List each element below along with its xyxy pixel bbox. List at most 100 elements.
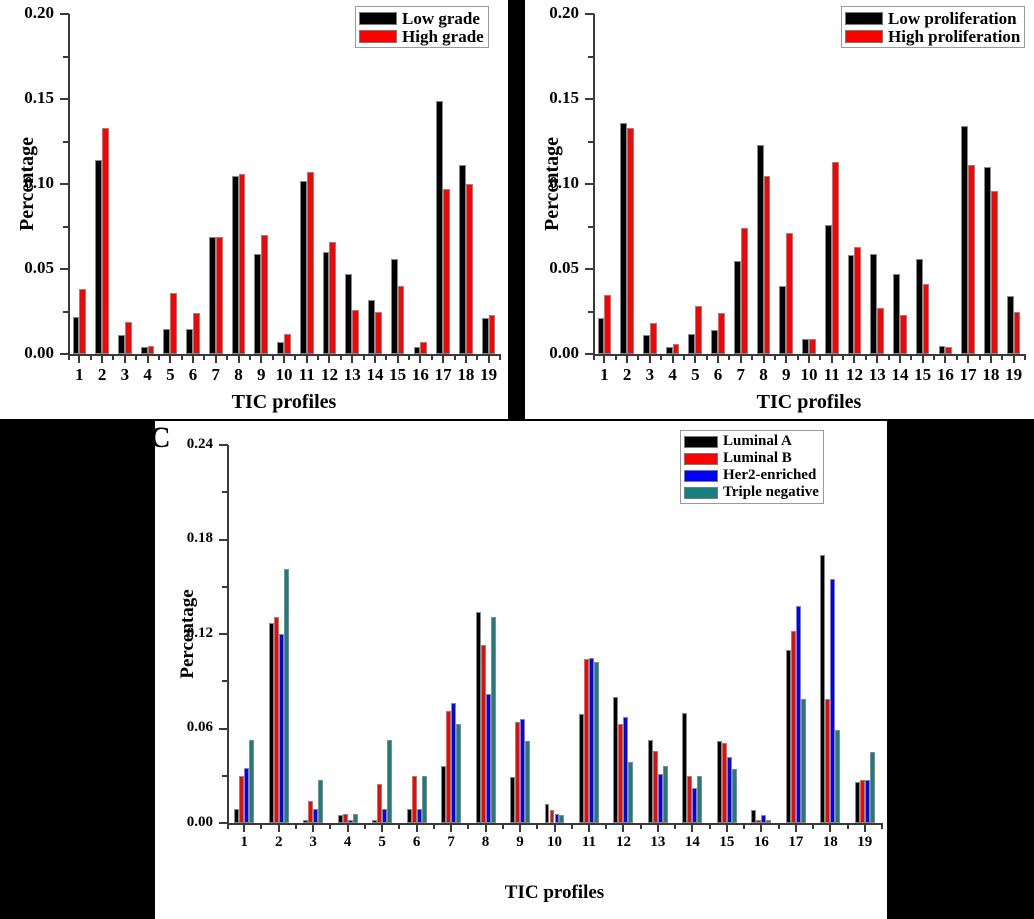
x-axis-label-c: TIC profiles (504, 882, 605, 903)
x-tick-label-a-14: 14 (366, 365, 384, 384)
x-tick-a-4 (146, 354, 149, 363)
legend-row-a-0: Low grade (359, 9, 484, 27)
x-tick-b-19 (1012, 354, 1015, 363)
bar-a-cat1-low-grade (72, 316, 80, 354)
x-tick-label-c-17: 17 (788, 834, 804, 850)
x-tick-c-13 (656, 823, 659, 832)
bar-c-cat15-luminal-b (721, 742, 727, 823)
legend-swatch-low-grade (359, 11, 397, 25)
x-minor-tick-b-18 (1024, 354, 1026, 360)
x-tick-label-a-16: 16 (411, 365, 429, 384)
bar-c-cat9-triple-negative (525, 741, 530, 823)
x-minor-tick-b-5 (728, 354, 731, 360)
y-tick-c-0 (219, 822, 228, 824)
x-minor-tick-a-15 (430, 354, 433, 360)
y-tick-label-c-1: 0.06 (186, 719, 213, 736)
x-tick-a-14 (373, 354, 376, 363)
bar-c-cat2-luminal-b (273, 616, 279, 823)
x-tick-label-a-2: 2 (97, 365, 107, 384)
legend-label-low-proliferation: Low proliferation (888, 8, 1017, 28)
x-tick-label-c-8: 8 (481, 834, 490, 850)
panel-c: C 0.00 0.06 0.12 0.18 0.24 1 2 3 4 5 6 7 8 9 10 11 12 13 1… (155, 421, 887, 919)
y-tick-label-a-3: 0.15 (24, 88, 54, 108)
legend-swatch-low-proliferation (845, 11, 883, 25)
x-minor-tick-a-start (68, 354, 70, 360)
y-tick-a-4 (60, 13, 69, 15)
bar-c-cat18-her2-enriched (830, 578, 836, 823)
x-tick-label-c-15: 15 (719, 834, 735, 850)
x-tick-label-a-15: 15 (389, 365, 407, 384)
legend-label-triple-negative: Triple negative (723, 484, 819, 500)
y-minor-tick-b-3 (588, 55, 594, 58)
bar-b-cat6-high-proliferation (718, 313, 725, 354)
x-tick-b-14 (898, 354, 901, 363)
y-minor-tick-c-2 (222, 585, 228, 588)
bar-b-cat10-low-proliferation (802, 338, 809, 354)
legend-label-her2-enriched: Her2-enriched (723, 467, 817, 483)
bar-a-cat18-high-grade (465, 184, 473, 354)
bar-b-cat17-low-proliferation (961, 126, 969, 354)
legend-row-a-1: High grade (359, 27, 484, 45)
bar-c-cat1-triple-negative (249, 739, 255, 823)
legend-c: Luminal A Luminal B Her2-enriched Triple ne… (680, 430, 824, 504)
x-minor-tick-c-6 (467, 823, 470, 829)
bar-c-cat12-luminal-b (618, 723, 624, 823)
bar-c-cat13-luminal-b (652, 750, 658, 823)
bar-a-cat19-low-grade (481, 318, 489, 354)
x-tick-c-7 (450, 823, 453, 832)
x-tick-label-b-12: 12 (845, 365, 863, 384)
x-minor-tick-c-16 (812, 823, 815, 829)
bar-b-cat1-high-proliferation (604, 294, 612, 354)
bar-c-cat19-her2-enriched (864, 780, 870, 823)
bar-c-cat4-luminal-a (337, 815, 343, 823)
x-tick-label-b-4: 4 (668, 365, 677, 384)
x-tick-a-12 (328, 354, 331, 363)
x-tick-a-5 (169, 354, 172, 363)
legend-label-high-proliferation: High proliferation (888, 26, 1021, 46)
bar-c-cat6-her2-enriched (416, 808, 422, 823)
bar-b-cat7-high-proliferation (740, 228, 748, 354)
y-tick-label-a-0: 0.00 (24, 343, 54, 363)
legend-b: Low proliferation High proliferation (841, 6, 1026, 48)
x-minor-tick-b-3 (682, 354, 685, 360)
bar-b-cat3-low-proliferation (643, 335, 650, 354)
x-tick-label-c-18: 18 (822, 834, 838, 850)
x-tick-label-c-19: 19 (857, 834, 873, 850)
y-tick-b-2 (585, 183, 594, 185)
x-minor-tick-a-0 (89, 354, 92, 360)
bar-b-cat10-high-proliferation (809, 338, 816, 354)
bar-a-cat5-low-grade (163, 328, 171, 354)
x-minor-tick-a-18 (499, 354, 501, 360)
bar-b-cat11-high-proliferation (831, 161, 839, 354)
bar-b-cat19-low-proliferation (1006, 296, 1014, 354)
bar-a-cat17-high-grade (443, 189, 450, 354)
x-minor-tick-c-17 (846, 823, 849, 829)
x-tick-label-a-5: 5 (166, 365, 175, 384)
bar-c-cat9-her2-enriched (520, 719, 525, 823)
x-tick-label-b-7: 7 (736, 365, 746, 384)
x-minor-tick-c-start (227, 823, 229, 829)
x-tick-label-b-17: 17 (959, 365, 977, 384)
bar-c-cat6-triple-negative (421, 775, 427, 823)
x-tick-label-c-10: 10 (547, 834, 562, 850)
bar-c-cat4-her2-enriched (347, 819, 353, 823)
x-minor-tick-b-12 (887, 354, 890, 360)
y-axis-line-a (68, 14, 70, 354)
x-tick-a-2 (101, 354, 104, 363)
bar-c-cat12-triple-negative (628, 761, 634, 823)
x-tick-label-c-9: 9 (516, 834, 524, 850)
legend-swatch-luminal-a (684, 435, 718, 448)
bar-c-cat14-luminal-a (682, 712, 688, 823)
bar-c-cat7-luminal-b (446, 711, 452, 823)
x-tick-a-9 (260, 354, 263, 363)
x-tick-label-b-18: 18 (982, 365, 1000, 384)
bar-b-cat2-high-proliferation (627, 127, 634, 354)
bar-c-cat18-triple-negative (835, 730, 841, 823)
bar-a-cat6-low-grade (186, 328, 194, 354)
y-tick-label-a-2: 0.10 (24, 173, 54, 193)
x-tick-a-1 (78, 354, 81, 363)
bar-a-cat13-high-grade (352, 309, 360, 354)
x-tick-label-b-3: 3 (645, 365, 655, 384)
y-minor-tick-b-1 (588, 225, 594, 228)
x-tick-a-16 (419, 354, 422, 363)
